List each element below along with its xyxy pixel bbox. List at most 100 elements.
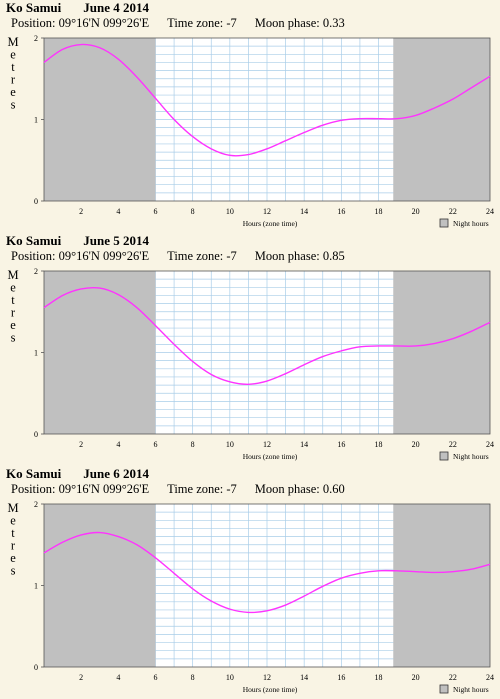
x-tick-label: 20 — [412, 207, 420, 216]
y-axis-label-letter: r — [11, 73, 16, 87]
y-axis-label-letter: M — [7, 268, 18, 282]
panel-date: June 5 2014 — [83, 233, 149, 248]
y-tick-label: 2 — [34, 500, 38, 509]
x-tick-label: 2 — [79, 440, 83, 449]
night-shading-overlay — [44, 38, 156, 201]
location-name: Ko Samui — [6, 233, 62, 248]
tide-line — [43, 286, 491, 385]
y-axis-label-letter: s — [11, 98, 16, 112]
x-tick-label: 20 — [412, 440, 420, 449]
x-tick-label: 8 — [191, 207, 195, 216]
x-tick-label: 10 — [226, 673, 234, 682]
timezone-text: Time zone: -7 — [167, 16, 237, 30]
panel-title: Ko Samui June 4 2014 — [6, 0, 149, 16]
x-tick-label: 6 — [154, 673, 158, 682]
y-axis-label-letter: e — [10, 48, 16, 62]
panel-info: Position: 09°16'N 099°26'E Time zone: -7 M… — [11, 482, 363, 497]
y-tick-label: 1 — [34, 116, 38, 125]
x-axis-label: Hours (zone time) — [243, 685, 298, 694]
x-tick-label: 14 — [300, 440, 308, 449]
position-text: Position: 09°16'N 099°26'E — [11, 16, 150, 30]
y-axis-label-letter: M — [7, 35, 18, 49]
x-tick-label: 4 — [116, 440, 120, 449]
x-tick-label: 16 — [337, 673, 345, 682]
panel-title: Ko Samui June 5 2014 — [6, 233, 149, 249]
x-tick-label: 12 — [263, 440, 271, 449]
y-tick-label: 2 — [34, 34, 38, 43]
night-shading-overlay — [44, 271, 156, 434]
x-tick-label: 6 — [154, 440, 158, 449]
y-axis-label-letter: e — [10, 551, 16, 565]
y-tick-label: 0 — [34, 197, 38, 206]
x-axis-label: Hours (zone time) — [243, 452, 298, 461]
panel-title: Ko Samui June 6 2014 — [6, 466, 149, 482]
legend-label: Night hours — [453, 685, 489, 694]
legend-swatch — [439, 451, 449, 461]
panel-date: June 4 2014 — [83, 0, 149, 15]
y-axis-label-letter: e — [10, 281, 16, 295]
y-tick-label: 0 — [34, 663, 38, 672]
y-axis-label-letter: t — [11, 526, 15, 540]
y-tick-label: 1 — [34, 349, 38, 358]
y-axis-label-letter: M — [7, 501, 18, 515]
x-tick-label: 22 — [449, 673, 457, 682]
position-text: Position: 09°16'N 099°26'E — [11, 482, 150, 496]
night-shading-overlay — [44, 504, 156, 667]
timezone-text: Time zone: -7 — [167, 249, 237, 263]
x-tick-label: 16 — [337, 207, 345, 216]
x-tick-label: 8 — [191, 440, 195, 449]
y-axis-label-letter: t — [11, 293, 15, 307]
x-tick-label: 10 — [226, 207, 234, 216]
panel-info: Position: 09°16'N 099°26'E Time zone: -7 M… — [11, 249, 363, 264]
y-axis-label-letter: r — [11, 306, 16, 320]
x-tick-label: 22 — [449, 440, 457, 449]
panel-date: June 6 2014 — [83, 466, 149, 481]
legend-swatch — [439, 684, 449, 694]
moon-phase-text: Moon phase: 0.85 — [254, 249, 345, 263]
timezone-text: Time zone: -7 — [167, 482, 237, 496]
x-tick-label: 14 — [300, 207, 308, 216]
x-tick-label: 2 — [79, 673, 83, 682]
y-tick-label: 2 — [34, 267, 38, 276]
x-tick-label: 6 — [154, 207, 158, 216]
x-tick-label: 16 — [337, 440, 345, 449]
x-tick-label: 24 — [486, 207, 494, 216]
y-tick-label: 0 — [34, 430, 38, 439]
legend-swatch — [439, 218, 449, 228]
x-tick-label: 4 — [116, 207, 120, 216]
y-axis-label-letter: e — [10, 85, 16, 99]
y-axis-label-letter: s — [11, 564, 16, 578]
moon-phase-text: Moon phase: 0.33 — [254, 16, 345, 30]
night-shading-overlay — [393, 504, 490, 667]
x-tick-label: 20 — [412, 673, 420, 682]
location-name: Ko Samui — [6, 0, 62, 15]
y-axis-label-letter: s — [11, 331, 16, 345]
x-tick-label: 14 — [300, 673, 308, 682]
moon-phase-text: Moon phase: 0.60 — [254, 482, 345, 496]
y-tick-label: 1 — [34, 582, 38, 591]
tide-panel: Ko Samui June 6 2014 Position: 09°16'N 09… — [0, 466, 500, 699]
x-tick-label: 24 — [486, 673, 494, 682]
x-tick-label: 8 — [191, 673, 195, 682]
x-tick-label: 12 — [263, 673, 271, 682]
x-tick-label: 2 — [79, 207, 83, 216]
location-name: Ko Samui — [6, 466, 62, 481]
panel-info: Position: 09°16'N 099°26'E Time zone: -7 M… — [11, 16, 363, 31]
x-tick-label: 10 — [226, 440, 234, 449]
tide-line — [43, 43, 491, 157]
tide-line — [43, 531, 491, 614]
x-tick-label: 18 — [375, 207, 383, 216]
y-axis-label-letter: e — [10, 318, 16, 332]
x-tick-label: 4 — [116, 673, 120, 682]
y-axis-label-letter: r — [11, 539, 16, 553]
position-text: Position: 09°16'N 099°26'E — [11, 249, 150, 263]
y-axis-label-letter: t — [11, 60, 15, 74]
x-tick-label: 22 — [449, 207, 457, 216]
night-shading-overlay — [393, 38, 490, 201]
tide-panel: Ko Samui June 4 2014 Position: 09°16'N 09… — [0, 0, 500, 233]
legend-label: Night hours — [453, 219, 489, 228]
